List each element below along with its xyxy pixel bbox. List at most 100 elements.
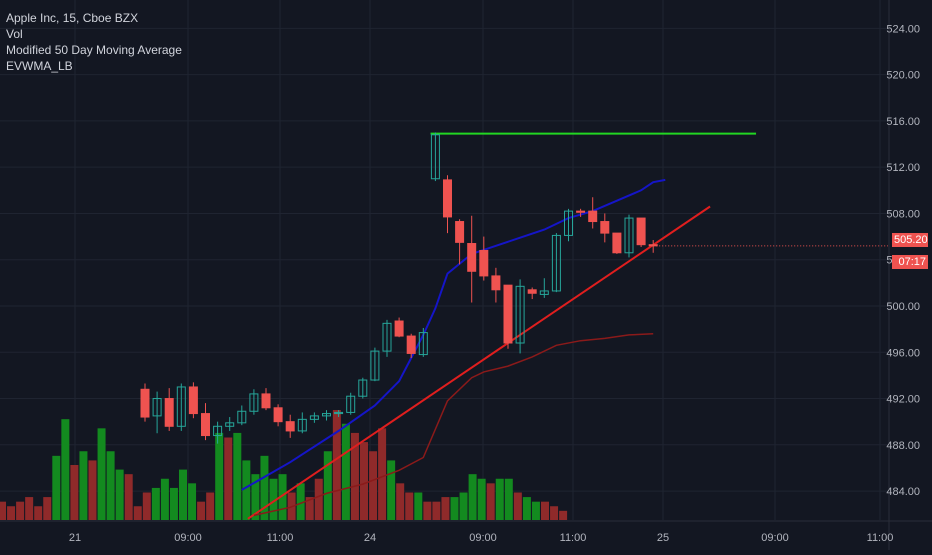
candle-body [201, 413, 210, 437]
candle [140, 383, 150, 422]
candle [346, 392, 356, 415]
volume-bar [296, 483, 305, 520]
candle [334, 410, 344, 418]
candle-body [188, 386, 198, 415]
volume-bar [233, 432, 242, 520]
volume-bar [97, 428, 106, 520]
volume-bar [215, 432, 224, 520]
candle [418, 327, 428, 357]
chart-legend: Apple Inc, 15, Cboe BZX Vol Modified 50 … [6, 10, 182, 74]
volume-bar [459, 492, 468, 520]
legend-symbol[interactable]: Apple Inc, 15, Cboe BZX [6, 11, 139, 25]
time-tick-label: 09:00 [761, 532, 789, 544]
volume-bar [477, 478, 486, 520]
candle-body [430, 134, 440, 180]
candle-body [225, 422, 235, 427]
time-tick-label: 09:00 [174, 532, 202, 544]
candle [612, 232, 622, 254]
legend-ma[interactable]: Modified 50 Day Moving Average [6, 43, 182, 57]
candle [152, 391, 162, 434]
candle-body [394, 320, 404, 337]
volume-bar [179, 469, 187, 520]
candle [527, 287, 537, 300]
countdown-tag: 07:17 [892, 255, 928, 269]
candle-body [261, 393, 271, 409]
candle-body [636, 217, 646, 246]
volume-bar [43, 497, 52, 520]
candle-body [600, 221, 610, 234]
candle-body [152, 398, 162, 417]
candle [503, 284, 513, 349]
candle-body [249, 393, 259, 412]
volume-bar [70, 465, 79, 520]
volume-bar [378, 428, 387, 520]
volume-bar [369, 451, 378, 520]
legend-evwma[interactable]: EVWMA_LB [6, 59, 73, 73]
volume-bar [52, 455, 61, 520]
candle [406, 333, 416, 359]
candle-body [213, 425, 223, 437]
volume-bar [432, 501, 441, 520]
last-price-tag: 505.20 [892, 233, 928, 247]
legend-vol[interactable]: Vol [6, 27, 23, 41]
price-tick-label: 488.00 [886, 440, 920, 452]
candle [479, 236, 489, 281]
candle [455, 219, 465, 265]
candle [515, 279, 525, 354]
candle-body [515, 285, 525, 344]
volume-bar [541, 501, 549, 520]
volume-bar [188, 483, 197, 520]
candle-body [370, 350, 380, 381]
volume-bar [450, 497, 459, 520]
volume-bar [504, 478, 513, 520]
volume-bar [224, 437, 233, 520]
volume-bar [486, 483, 495, 520]
candle-body [467, 243, 477, 272]
candle-body [309, 415, 319, 420]
price-tick-label: 500.00 [886, 301, 920, 313]
price-tick-label: 508.00 [886, 208, 920, 220]
price-tick-label: 512.00 [886, 162, 920, 174]
volume-bar [513, 492, 522, 520]
candle-body [334, 411, 344, 415]
price-tick-label: 516.00 [886, 116, 920, 128]
volume-bar [79, 451, 88, 520]
evwma-line [253, 333, 654, 517]
volume-bar [332, 410, 341, 520]
volume-bar [124, 474, 133, 520]
candle [213, 421, 223, 444]
candle-body [164, 398, 174, 427]
candle-body [539, 290, 549, 295]
candle-body [176, 386, 186, 427]
candle [309, 412, 319, 423]
volume-bar [242, 460, 251, 520]
candle [358, 377, 368, 399]
candle-body [551, 234, 561, 292]
time-tick-label: 11:00 [867, 532, 894, 544]
volume-bar [25, 497, 34, 520]
candle [164, 388, 174, 431]
volume-bar [169, 487, 178, 520]
volume-bar [350, 432, 359, 520]
candle [249, 389, 259, 415]
volume-bar [0, 501, 6, 520]
candle-body [503, 284, 513, 344]
volume-bar [16, 501, 25, 520]
candle-body [382, 322, 392, 352]
candle [225, 417, 235, 431]
volume-bar [34, 506, 43, 520]
volume-bar [305, 497, 314, 520]
candle-body [612, 232, 622, 254]
trendline-support [247, 205, 711, 520]
volume-bar [251, 474, 260, 520]
candle [551, 233, 561, 293]
candle [273, 404, 283, 427]
volume-bar [160, 478, 169, 520]
volume-bar [441, 497, 450, 520]
volume-bar [88, 460, 97, 520]
candle-body [285, 421, 295, 432]
volume-bar [423, 501, 432, 520]
price-tick-label: 496.00 [886, 347, 920, 359]
